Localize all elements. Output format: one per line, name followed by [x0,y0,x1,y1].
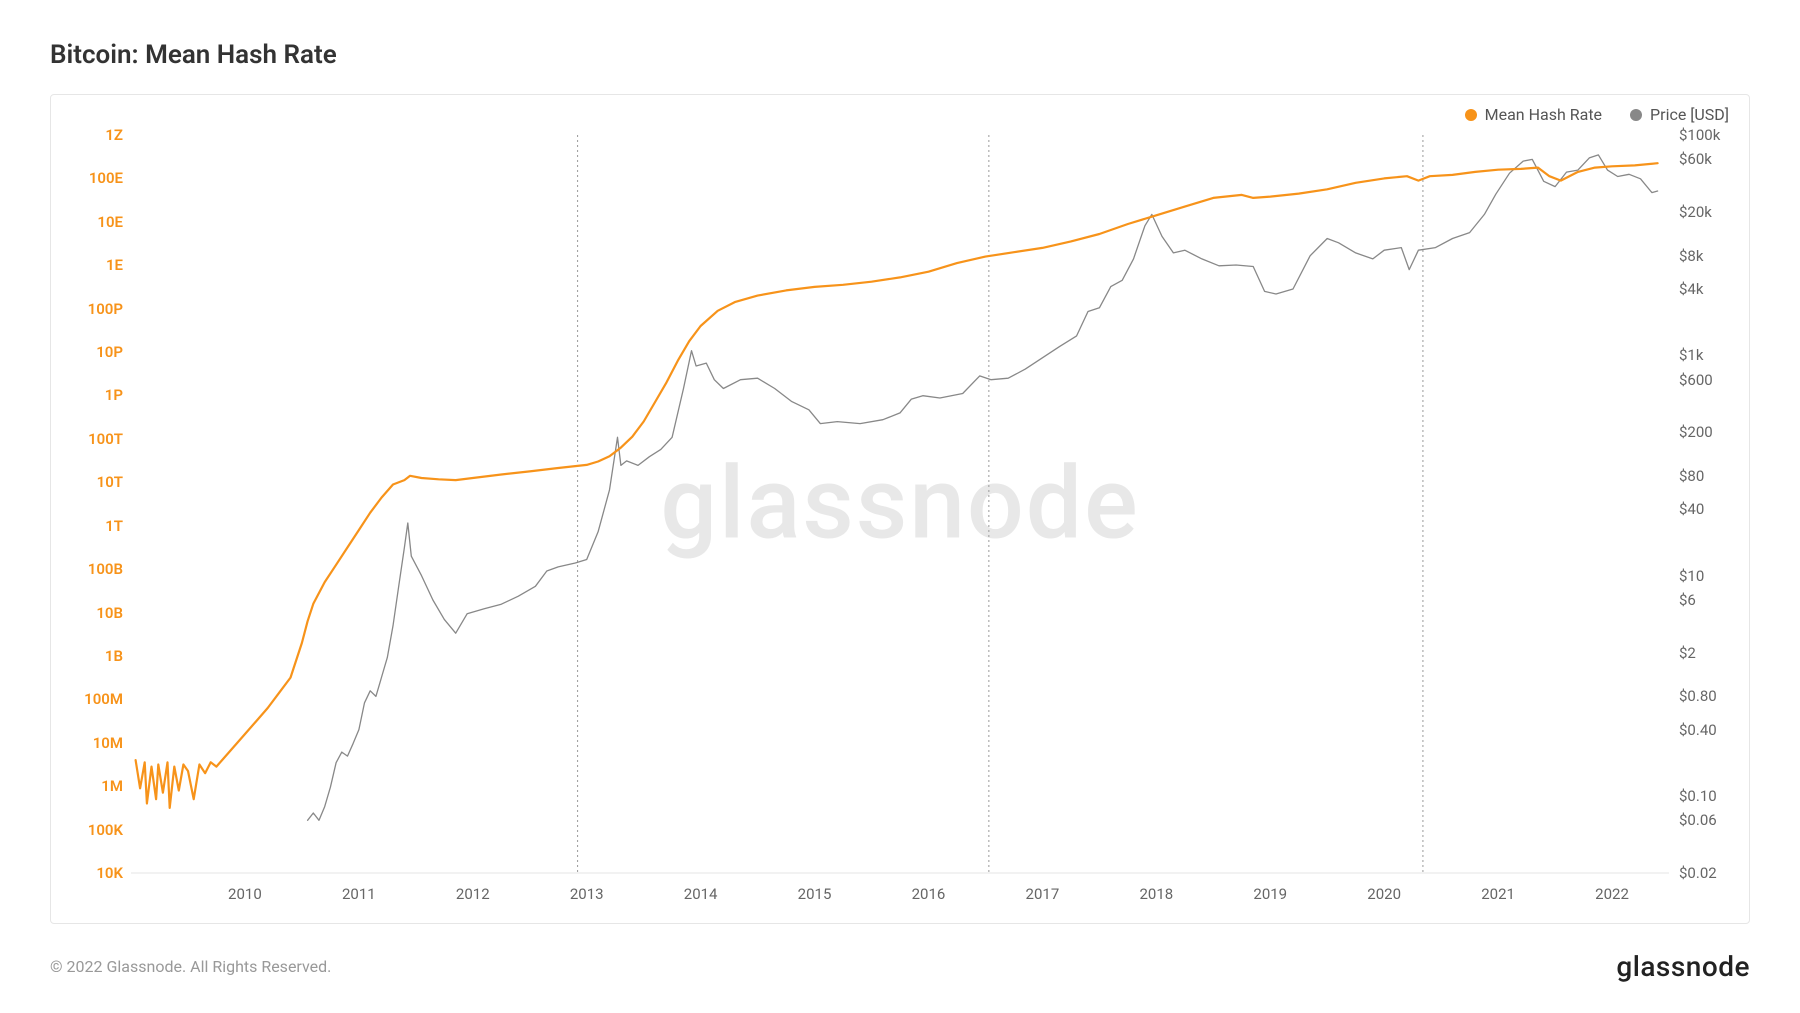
y-right-tick: $6 [1679,591,1696,609]
y-right-tick: $200 [1679,423,1713,441]
legend: Mean Hash Rate Price [USD] [1465,105,1729,124]
x-tick: 2017 [1026,885,1060,903]
y-left-tick: 100P [61,300,123,318]
y-left-tick: 10M [61,734,123,752]
y-right-tick: $10 [1679,567,1704,585]
y-right-tick: $4k [1679,280,1703,298]
copyright-text: © 2022 Glassnode. All Rights Reserved. [50,957,331,976]
x-tick: 2011 [342,885,376,903]
y-left-tick: 1M [61,777,123,795]
legend-dot-price [1630,109,1642,121]
y-left-tick: 1B [61,647,123,665]
y-right-tick: $0.02 [1679,864,1717,882]
x-tick: 2012 [456,885,490,903]
y-left-tick: 1P [61,386,123,404]
y-right-tick: $600 [1679,371,1713,389]
y-left-tick: 10E [61,213,123,231]
y-left-tick: 1E [61,256,123,274]
x-tick: 2013 [570,885,604,903]
footer: © 2022 Glassnode. All Rights Reserved. g… [50,950,1750,983]
y-left-tick: 100K [61,821,123,839]
y-right-tick: $0.10 [1679,787,1717,805]
x-tick: 2022 [1595,885,1629,903]
y-left-tick: 100E [61,169,123,187]
page-root: Bitcoin: Mean Hash Rate Mean Hash Rate P… [0,0,1800,1013]
y-left-tick: 10B [61,604,123,622]
y-right-tick: $8k [1679,247,1703,265]
y-left-tick: 1Z [61,126,123,144]
y-right-tick: $0.80 [1679,687,1717,705]
x-tick: 2018 [1139,885,1173,903]
chart-svg [131,135,1669,873]
x-tick: 2020 [1367,885,1401,903]
y-right-tick: $80 [1679,467,1704,485]
chart-title: Bitcoin: Mean Hash Rate [50,40,1750,70]
x-tick: 2014 [684,885,718,903]
x-tick: 2010 [228,885,262,903]
y-right-tick: $40 [1679,500,1704,518]
x-tick: 2019 [1253,885,1287,903]
chart-frame: Mean Hash Rate Price [USD] glassnode 10K… [50,94,1750,924]
brand-logo: glassnode [1616,950,1750,983]
y-left-tick: 100M [61,690,123,708]
y-right-tick: $20k [1679,203,1712,221]
plot-area: glassnode [131,135,1669,873]
y-right-tick: $1k [1679,346,1703,364]
y-right-tick: $0.06 [1679,811,1717,829]
y-left-tick: 10P [61,343,123,361]
y-right-tick: $2 [1679,644,1696,662]
legend-dot-hashrate [1465,109,1477,121]
legend-item-hashrate: Mean Hash Rate [1465,105,1602,124]
y-left-tick: 100B [61,560,123,578]
x-tick: 2021 [1481,885,1515,903]
y-right-tick: $100k [1679,126,1720,144]
y-left-tick: 10T [61,473,123,491]
y-right-tick: $0.40 [1679,721,1717,739]
legend-label-price: Price [USD] [1650,105,1729,124]
legend-item-price: Price [USD] [1630,105,1729,124]
y-right-tick: $60k [1679,150,1712,168]
y-left-tick: 100T [61,430,123,448]
y-left-tick: 10K [61,864,123,882]
x-tick: 2015 [798,885,832,903]
y-left-tick: 1T [61,517,123,535]
legend-label-hashrate: Mean Hash Rate [1485,105,1602,124]
x-tick: 2016 [912,885,946,903]
